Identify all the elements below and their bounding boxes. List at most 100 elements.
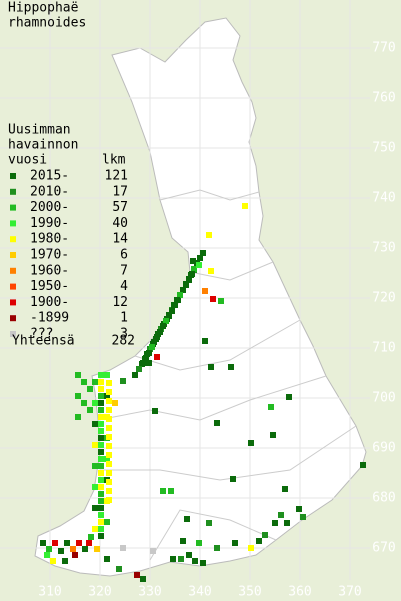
legend-label: 1900- <box>30 295 69 310</box>
legend-swatch <box>10 220 16 227</box>
title-line: rhamnoides <box>8 16 86 31</box>
grid-square <box>230 476 236 482</box>
grid-square <box>98 386 104 392</box>
grid-square <box>210 296 216 302</box>
x-tick-label: 350 <box>238 585 261 600</box>
grid-square <box>106 416 112 422</box>
grid-square <box>98 463 104 469</box>
grid-square <box>178 556 184 562</box>
grid-square <box>106 407 112 413</box>
legend-count: 14 <box>112 232 128 247</box>
x-tick-label: 330 <box>138 585 161 600</box>
grid-square <box>44 552 50 558</box>
grid-square <box>174 297 180 303</box>
legend-heading: havainnon <box>8 138 78 153</box>
legend-count: 6 <box>120 248 128 263</box>
grid-square <box>94 546 100 552</box>
grid-square <box>163 318 169 324</box>
grid-square <box>98 421 104 427</box>
y-tick-label: 730 <box>372 241 395 256</box>
grid-square <box>183 281 189 287</box>
legend-swatch <box>10 252 16 258</box>
grid-square <box>92 526 98 532</box>
legend-heading: Uusimman <box>8 123 71 138</box>
grid-square <box>106 434 112 440</box>
grid-square <box>146 360 152 366</box>
grid-square <box>106 389 112 395</box>
grid-square <box>242 203 248 209</box>
x-tick-label: 310 <box>38 585 61 600</box>
grid-square <box>106 479 112 485</box>
legend-swatch <box>10 283 16 290</box>
grid <box>0 0 370 580</box>
legend-count: 40 <box>112 216 128 231</box>
y-tick-label: 670 <box>372 541 395 556</box>
y-tick-label: 720 <box>372 291 395 306</box>
y-tick-label: 750 <box>372 141 395 156</box>
grid-square <box>104 456 110 462</box>
grid-square <box>214 545 220 551</box>
grid-square <box>206 520 212 526</box>
grid-square <box>248 545 254 551</box>
legend-label: 1990- <box>30 216 69 231</box>
grid-square <box>202 338 208 344</box>
legend-count: 12 <box>112 295 128 310</box>
grid-square <box>191 266 197 272</box>
observation-squares <box>40 203 366 582</box>
grid-square <box>98 484 104 490</box>
grid-square <box>177 292 183 298</box>
legend-swatch <box>10 299 16 306</box>
grid-square <box>87 386 93 392</box>
legend-count: 7 <box>120 263 128 278</box>
grid-square <box>218 298 224 304</box>
grid-square <box>98 533 104 539</box>
grid-square <box>192 558 198 564</box>
grid-square <box>140 360 146 366</box>
legend-count: 1 <box>120 311 128 326</box>
grid-square <box>180 287 186 293</box>
grid-square <box>75 372 81 378</box>
grid-square <box>149 344 155 350</box>
y-tick-label: 700 <box>372 391 395 406</box>
grid-square <box>81 400 87 406</box>
grid-square <box>262 532 268 538</box>
legend-swatch <box>10 267 16 274</box>
x-tick-label: 360 <box>288 585 311 600</box>
x-tick-label: 320 <box>88 585 111 600</box>
grid-square <box>143 355 149 361</box>
grid-square <box>132 372 138 378</box>
grid-square <box>86 540 92 546</box>
grid-square <box>116 566 122 572</box>
grid-square <box>186 276 192 282</box>
y-tick-label: 740 <box>372 191 395 206</box>
grid-square <box>214 420 220 426</box>
grid-square <box>62 558 68 564</box>
legend-count: 4 <box>120 279 128 294</box>
x-tick-label: 340 <box>188 585 211 600</box>
grid-square <box>87 407 93 413</box>
grid-square <box>104 519 110 525</box>
grid-square <box>160 488 166 494</box>
legend-count: 17 <box>112 184 128 199</box>
legend-label: 1960- <box>30 263 69 278</box>
grid-square <box>286 394 292 400</box>
grid-square <box>157 329 163 335</box>
legend-swatch <box>10 331 16 337</box>
grid-square <box>106 443 112 449</box>
internal-borders <box>97 189 357 561</box>
grid-square <box>98 400 104 406</box>
grid-square <box>92 505 98 511</box>
grid-square <box>98 372 104 378</box>
total-value: 282 <box>112 334 135 349</box>
grid-square <box>154 334 160 340</box>
grid-square <box>98 379 104 385</box>
grid-square <box>228 364 234 370</box>
legend-label: ??? <box>30 327 53 342</box>
y-tick-label: 760 <box>372 91 395 106</box>
grid-square <box>190 258 196 264</box>
grid-square <box>98 477 104 483</box>
legend-label: 1950- <box>30 279 69 294</box>
grid-square <box>98 470 104 476</box>
grid-square <box>120 378 126 384</box>
